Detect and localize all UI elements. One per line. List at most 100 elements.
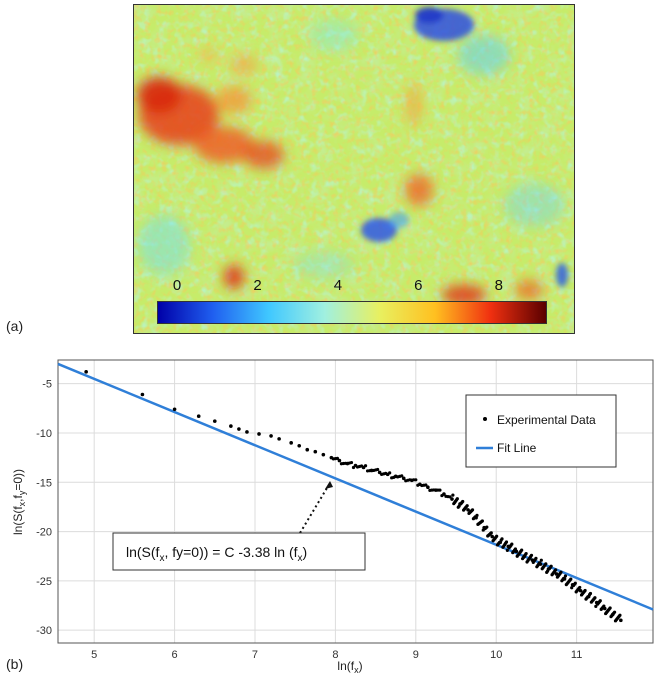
x-tick-label-7: 7: [252, 649, 258, 661]
data-point-dense: [388, 471, 392, 475]
colorbar-tick-2: 2: [253, 277, 262, 294]
annotation-arrow-head: [325, 481, 333, 489]
x-tick-label-9: 9: [413, 649, 419, 661]
data-point-dense: [539, 558, 543, 562]
data-point-dense: [392, 475, 396, 479]
data-point-dense: [465, 504, 469, 508]
y-tick-label--15: -15: [36, 477, 52, 489]
legend-label-fit: Fit Line: [497, 441, 537, 455]
data-point: [289, 441, 293, 445]
data-point-dense: [563, 574, 568, 578]
y-axis-label: ln(S(fx,fy=0)): [11, 469, 27, 535]
data-point-dense: [335, 456, 340, 460]
data-point-dense: [351, 465, 356, 470]
data-point: [466, 508, 470, 512]
data-point: [196, 414, 201, 419]
data-point: [257, 432, 261, 436]
y-tick-labels: -5 -10 -15 -20 -25 -30: [36, 379, 52, 638]
data-point-dense: [570, 586, 574, 590]
data-point: [619, 618, 623, 623]
fit-equation-annotation: ln(S(fx, fy=0)) = C -3.38 ln (fx): [112, 481, 366, 571]
colorbar-tick-0: 0: [172, 277, 182, 294]
data-point-dense: [451, 493, 455, 497]
data-point-dense: [414, 478, 418, 482]
data-point-dense: [510, 542, 514, 546]
x-tick-label-6: 6: [172, 649, 178, 661]
data-point-dense: [559, 570, 563, 574]
data-point-dense: [520, 548, 524, 552]
data-point-dense: [485, 525, 489, 529]
data-point: [337, 458, 342, 463]
data-point-dense: [440, 493, 444, 498]
data-point-dense: [367, 469, 372, 473]
legend-label-experimental: Experimental Data: [497, 413, 596, 427]
colorbar: [157, 301, 547, 324]
y-tick-label--20: -20: [36, 527, 52, 539]
data-point-dense: [573, 581, 577, 585]
x-axis-label: ln(fx): [337, 659, 362, 675]
data-point: [305, 447, 310, 452]
x-tick-label-5: 5: [91, 649, 97, 661]
data-point: [140, 392, 145, 397]
x-tick-labels: 5 6 7 8 9 10 11: [91, 649, 582, 661]
data-points-layer: [84, 370, 623, 623]
x-tick-label-11: 11: [571, 649, 582, 661]
data-point-dense: [529, 553, 534, 557]
fit-line-layer: [57, 362, 654, 611]
data-point-dense: [457, 504, 461, 508]
data-point-dense: [594, 604, 598, 608]
data-point: [401, 476, 406, 481]
data-point-dense: [400, 474, 404, 478]
data-point-dense: [343, 461, 348, 465]
data-point-dense: [470, 508, 475, 512]
data-point-dense: [602, 604, 606, 608]
data-point-dense: [586, 595, 590, 599]
data-point-dense: [384, 471, 388, 475]
data-point-dense: [448, 495, 452, 499]
legend-marker-experimental: [483, 417, 487, 421]
data-point: [245, 430, 249, 434]
data-point-dense: [363, 464, 368, 468]
data-point-dense: [554, 568, 558, 572]
annotation-box: [112, 532, 366, 571]
data-point: [490, 534, 494, 539]
data-point-dense: [593, 596, 597, 600]
data-point-dense: [537, 561, 542, 565]
y-tick-label--10: -10: [36, 428, 52, 440]
colorbar-tick-4: 4: [333, 277, 343, 294]
annotation-arrow-line: [299, 482, 331, 534]
fit-line: [57, 362, 654, 611]
y-tick-label--30: -30: [36, 625, 52, 637]
data-point-dense: [610, 613, 614, 618]
x-tick-label-8: 8: [332, 649, 338, 661]
data-point-dense: [545, 569, 550, 573]
data-point-dense: [505, 548, 509, 552]
data-point-dense: [618, 613, 622, 617]
annotation-text: ln(S(fx, fy=0)) = C -3.38 ln (fx): [126, 544, 307, 564]
plot-frame: [57, 359, 654, 644]
data-point-dense: [438, 488, 442, 492]
data-point: [277, 437, 281, 441]
data-point-dense: [544, 562, 548, 566]
data-point: [84, 370, 88, 374]
data-point-dense: [489, 531, 493, 535]
colorbar-tick-8: 8: [494, 277, 503, 294]
data-point-dense: [612, 610, 617, 614]
data-point: [297, 443, 302, 448]
legend: Experimental Data Fit Line: [465, 394, 617, 468]
data-point-dense: [500, 537, 504, 541]
data-point-dense: [513, 547, 518, 551]
data-point-dense: [359, 464, 364, 468]
data-point-dense: [569, 577, 573, 581]
data-point: [269, 434, 273, 438]
data-point: [237, 427, 241, 431]
scatter-plot: -5 -10 -15 -20 -25 -30 5 6 7 8 9 10 11 ln(S(fx,fy=0…: [11, 359, 654, 675]
data-point: [313, 449, 318, 454]
data-point-dense: [416, 483, 420, 487]
data-point-dense: [504, 540, 509, 544]
data-point-dense: [578, 585, 582, 590]
data-point-dense: [534, 556, 538, 560]
x-tick-label-10: 10: [490, 649, 502, 661]
data-point-dense: [562, 576, 566, 580]
data-point-dense: [432, 488, 436, 492]
